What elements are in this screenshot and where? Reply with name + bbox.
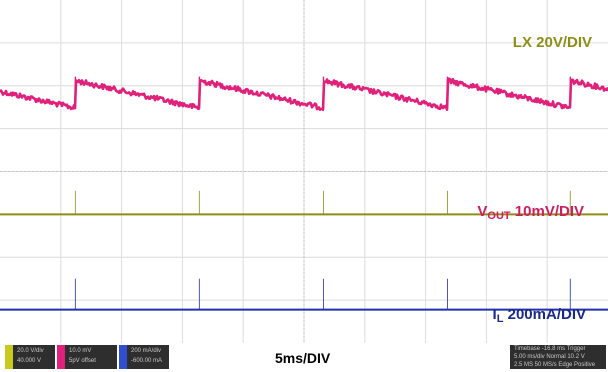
- channel3-color-tag: [119, 345, 127, 369]
- trace-layer: [0, 76, 608, 311]
- il-label-main: I: [492, 306, 497, 323]
- timebase-trigger-readout[interactable]: Timebase -16.8 ms Trigger 5.00 ms/div No…: [510, 345, 606, 369]
- channel1-scale: 20.0 V/div: [17, 348, 44, 354]
- il-label-scale: 200mA/DIV: [503, 306, 586, 323]
- channel2-color-tag: [57, 345, 65, 369]
- channel2-offset: 5pV offset: [69, 358, 96, 364]
- channel3-scale: 200 mA/div: [131, 348, 162, 354]
- channel3-readout[interactable]: 200 mA/div -600.00 mA: [119, 345, 169, 369]
- vout-trace: [0, 77, 608, 111]
- channel1-readout[interactable]: 20.0 V/div 40.000 V: [5, 345, 55, 369]
- il-label-sub: L: [496, 313, 504, 325]
- channel3-offset: -600.00 mA: [131, 358, 163, 364]
- timebase-header: Timebase -16.8 ms Trigger: [514, 346, 586, 352]
- acquisition-settings: 2.5 MS 50 MS/s Edge Positive: [514, 362, 596, 368]
- channel1-color-tag: [5, 345, 13, 369]
- status-bar: 20.0 V/div 40.000 V 10.0 mV 5pV offset 2…: [0, 343, 608, 372]
- waveform-plot: [0, 0, 608, 343]
- timebase-settings: 5.00 ms/div Normal 10.2 V: [514, 354, 585, 360]
- timebase-label: 5ms/DIV: [275, 350, 331, 366]
- il-channel-label: IL 200mA/DIV: [493, 306, 586, 325]
- vout-label-scale: 10mV/DIV: [510, 203, 584, 220]
- vout-channel-label: VOUT 10mV/DIV: [477, 203, 584, 222]
- vout-label-sub: OUT: [487, 210, 511, 222]
- channel2-readout[interactable]: 10.0 mV 5pV offset: [57, 345, 117, 369]
- channel2-scale: 10.0 mV: [69, 348, 92, 354]
- lx-channel-label: LX 20V/DIV: [512, 34, 592, 51]
- vout-label-main: V: [477, 203, 488, 220]
- graticule-grid: [0, 0, 608, 343]
- channel1-offset: 40.000 V: [17, 358, 42, 364]
